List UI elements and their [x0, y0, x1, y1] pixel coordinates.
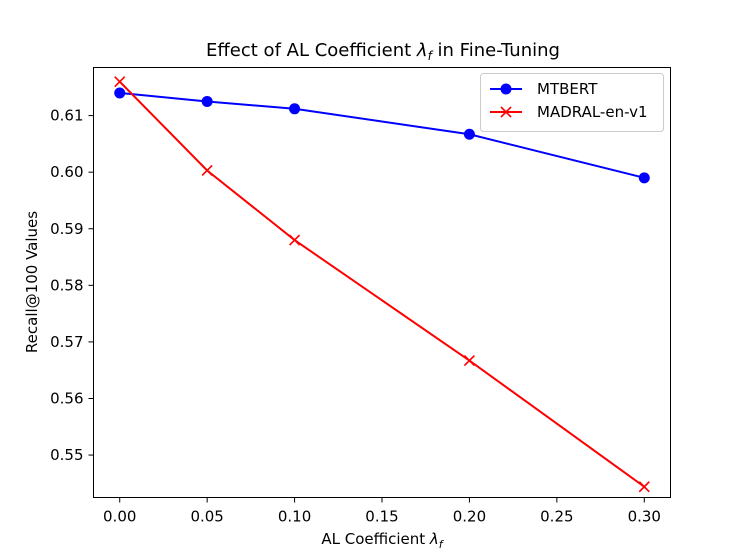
data-point-mtbert	[638, 172, 650, 184]
x-tick-label: 0.00	[103, 508, 136, 526]
x-tick-label: 0.10	[278, 508, 311, 526]
y-tick-label: 0.61	[50, 107, 83, 125]
plot-area	[114, 76, 650, 493]
x-axis: 0.00 0.05 0.10 0.15 0.20 0.25 0.30	[103, 497, 661, 526]
legend-label-mtbert: MTBERT	[537, 80, 598, 98]
y-axis: 0.55 0.56 0.57 0.58 0.59 0.60 0.61	[50, 107, 94, 464]
legend: MTBERT MADRAL-en-v1	[480, 73, 664, 132]
data-point-madral-en-v1	[289, 234, 301, 246]
legend-marker-madral	[500, 106, 512, 118]
chart-title: Effect of AL Coefficient λf in Fine-Tuni…	[206, 40, 560, 63]
data-point-mtbert	[201, 95, 213, 107]
data-point-madral-en-v1	[638, 481, 650, 493]
legend-label-madral: MADRAL-en-v1	[537, 103, 648, 121]
data-point-madral-en-v1	[201, 164, 213, 177]
y-tick-label: 0.56	[50, 389, 83, 407]
x-tick-label: 0.30	[628, 508, 661, 526]
x-tick-label: 0.20	[453, 508, 486, 526]
x-tick-label: 0.05	[190, 508, 223, 526]
data-point-madral-en-v1	[463, 355, 475, 367]
axes-frame	[93, 67, 671, 498]
data-point-mtbert	[114, 87, 126, 99]
y-axis-label: Recall@100 Values	[23, 211, 41, 353]
y-tick-label: 0.60	[50, 163, 83, 181]
legend-box	[480, 73, 664, 132]
data-point-mtbert	[289, 103, 301, 115]
y-tick-label: 0.57	[50, 333, 83, 351]
y-tick-label: 0.59	[50, 220, 83, 238]
y-tick-label: 0.58	[50, 276, 83, 294]
data-point-madral-en-v1	[114, 76, 126, 88]
y-tick-label: 0.55	[50, 446, 83, 464]
legend-marker-mtbert	[500, 83, 512, 95]
data-point-mtbert	[463, 128, 475, 140]
x-tick-label: 0.15	[365, 508, 398, 526]
x-axis-label: AL Coefficient λf	[321, 530, 444, 551]
x-tick-label: 0.25	[540, 508, 573, 526]
